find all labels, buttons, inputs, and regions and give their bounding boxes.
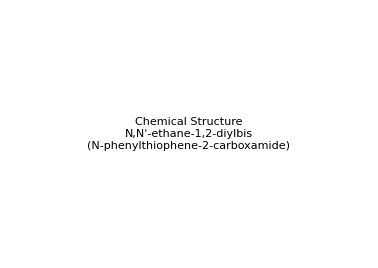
Text: Chemical Structure
N,N'-ethane-1,2-diylbis
(N-phenylthiophene-2-carboxamide): Chemical Structure N,N'-ethane-1,2-diylb… xyxy=(87,117,291,151)
